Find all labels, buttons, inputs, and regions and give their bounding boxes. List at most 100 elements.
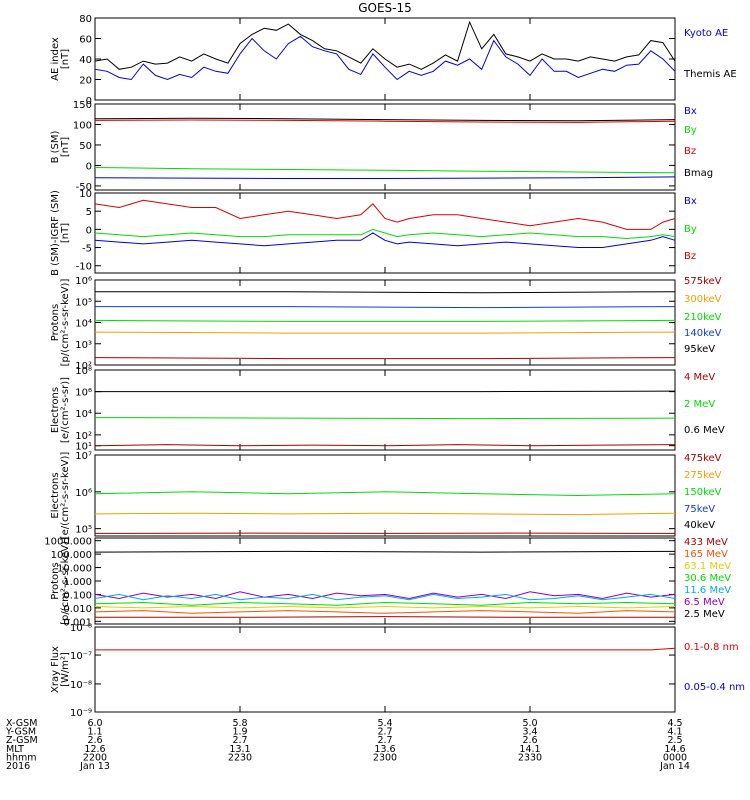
series-line	[94, 35, 676, 81]
x-row-value: 5.0	[522, 718, 537, 729]
x-row-value: 2230	[228, 752, 252, 763]
x-row-value: 2.6	[522, 735, 537, 746]
legend-entry: 30.6 MeV	[684, 573, 731, 584]
y-tick-label: 0.010	[63, 604, 92, 615]
y-tick-label: 0.100	[63, 590, 92, 601]
y-tick-label: 40	[79, 55, 92, 66]
series-line	[95, 306, 676, 309]
series-line	[94, 550, 676, 553]
legend-entry: 4 MeV	[684, 372, 715, 383]
y-tick-label: 0	[86, 96, 92, 107]
y-axis-label: [e/(cm²-s-sr-keV)]	[60, 452, 71, 540]
y-tick-label: 10⁶	[75, 488, 92, 499]
series-line	[94, 591, 676, 600]
panel-7: 0.001 0.010 0.100 1.000 10.000 100.000 1000.00…	[44, 537, 731, 629]
series-line	[94, 176, 676, 179]
y-tick-label: 10.000	[57, 564, 92, 575]
y-tick-label: 1.000	[63, 577, 92, 588]
legend-entry: 300keV	[684, 294, 722, 305]
x-row-value: 2.7	[232, 735, 247, 746]
y-tick-label: 10⁶	[75, 388, 92, 399]
y-tick-label: 60	[79, 35, 92, 46]
legend-entry: Bz	[684, 146, 696, 157]
legend-entry: 475keV	[684, 453, 722, 464]
y-tick-label: 10⁶	[75, 276, 92, 287]
y-tick-label: 10⁴	[75, 409, 92, 420]
x-row-value: 3.4	[522, 727, 537, 738]
series-line	[94, 601, 676, 606]
series-line	[94, 319, 676, 322]
legend-entry: 275keV	[684, 470, 722, 481]
series-line	[94, 119, 676, 123]
y-tick-label: 0.001	[63, 617, 92, 628]
x-row-label: X-GSM	[6, 718, 37, 729]
y-tick-label: 10⁸	[75, 366, 92, 377]
legend-entry: Bmag	[684, 168, 713, 179]
y-tick-label: 10⁻⁷	[70, 651, 92, 662]
y-axis-label: Electrons	[50, 472, 61, 518]
series-line	[94, 232, 676, 248]
y-tick-label: 10²	[75, 431, 92, 442]
panel-frame	[94, 626, 676, 713]
x-row-value: Jan 14	[659, 761, 690, 772]
x-row-value: 14.1	[519, 744, 540, 755]
y-axis-label: Protons	[50, 304, 61, 341]
x-row-value: 0000	[663, 752, 687, 763]
legend-entry: 0.1-0.8 nm	[684, 642, 739, 653]
panel-2: -50 0 50 100 150 B (SM) [nT] Bx By Bz Bmag	[50, 100, 713, 193]
legend-entry: 210keV	[684, 312, 722, 323]
legend-entry: By	[684, 125, 697, 136]
y-tick-label: 100	[73, 120, 92, 131]
y-tick-label: 10⁷	[75, 451, 92, 462]
x-row-value: 2.7	[377, 735, 392, 746]
y-tick-label: 80	[79, 14, 92, 25]
x-row-value: 13.1	[229, 744, 250, 755]
x-row-value: 5.4	[377, 718, 392, 729]
legend-entry: 95keV	[684, 344, 715, 355]
x-row-value: 4.1	[667, 727, 682, 738]
x-row-label: 2016	[6, 761, 30, 772]
legend-entry: 0.05-0.4 nm	[684, 682, 745, 693]
x-row-label: MLT	[6, 744, 24, 755]
legend-entry: 150keV	[684, 487, 722, 498]
legend-entry: Kyoto AE	[684, 28, 728, 39]
y-axis-label: [W/m²]	[60, 652, 71, 687]
x-row-label: Z-GSM	[6, 735, 38, 746]
x-row-value: 2.7	[377, 727, 392, 738]
series-line	[94, 20, 676, 70]
legend-entry: 2 MeV	[684, 399, 715, 410]
panel-8: 10⁻⁹ 10⁻⁸ 10⁻⁷ 10⁻⁸ Xray Flux [W/m²] 0.1-0.8 n…	[50, 623, 745, 719]
x-row-value: 2.6	[87, 735, 102, 746]
series-line	[94, 357, 676, 360]
panel-frame	[94, 537, 676, 625]
panel-3: -10 -5 0 5 10 B (SM)-IGRF (SM) [nT] Bx By Bz	[50, 189, 697, 276]
y-tick-label: 10⁵	[75, 525, 92, 536]
series-line	[95, 291, 676, 294]
y-tick-label: 10	[79, 189, 92, 200]
series-line	[94, 610, 676, 614]
y-tick-label: -10	[76, 262, 92, 273]
y-tick-label: -50	[76, 182, 92, 193]
series-line	[94, 444, 676, 447]
x-row-value: 1.9	[232, 727, 247, 738]
x-row-value: 13.6	[374, 744, 395, 755]
y-axis-label: [p/(cm²-s-sr-keV)]	[60, 279, 71, 367]
y-axis-label: [nT]	[60, 137, 71, 157]
x-row-label: Y-GSM	[5, 727, 36, 738]
x-row-value: 1.1	[87, 727, 102, 738]
y-tick-label: 5	[86, 207, 92, 218]
y-tick-label: 10³	[75, 340, 92, 351]
x-row-value: 12.6	[84, 744, 105, 755]
series-line	[95, 616, 675, 618]
legend-entry: 75keV	[684, 504, 715, 515]
x-row-value: 5.8	[232, 718, 247, 729]
legend-entry: 140keV	[684, 328, 722, 339]
y-axis-label: B (SM)-IGRF (SM)	[50, 190, 61, 276]
series-line	[94, 605, 676, 609]
series-line	[94, 117, 676, 122]
panel-4: 10² 10³ 10⁴ 10⁵ 10⁶ Protons [p/(cm²-s-sr-keV)]…	[50, 276, 722, 372]
legend-entry: By	[684, 224, 697, 235]
series-line	[94, 417, 676, 420]
y-tick-label: 10⁵	[75, 297, 92, 308]
x-row-value: 2200	[83, 752, 107, 763]
